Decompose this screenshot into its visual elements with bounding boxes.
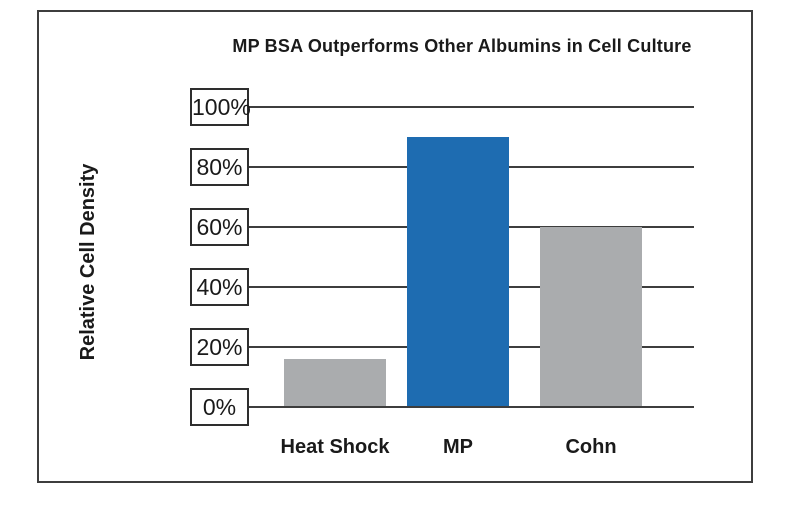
chart-frame: MP BSA Outperforms Other Albumins in Cel… bbox=[37, 10, 753, 483]
y-tick-box-80: 80% bbox=[190, 148, 249, 186]
gridline-100 bbox=[249, 106, 694, 108]
y-tick-box-60: 60% bbox=[190, 208, 249, 246]
y-axis-title: Relative Cell Density bbox=[77, 163, 99, 361]
x-axis-baseline bbox=[249, 406, 694, 408]
y-tick-box-100: 100% bbox=[190, 88, 251, 126]
y-tick-box-20: 20% bbox=[190, 328, 249, 366]
bar-cohn bbox=[540, 227, 642, 408]
y-tick-box-0: 0% bbox=[190, 388, 249, 426]
x-tick-label-cohn: Cohn bbox=[565, 436, 617, 458]
x-tick-label-mp: MP bbox=[443, 436, 473, 458]
bar-mp bbox=[407, 137, 509, 408]
y-tick-box-40: 40% bbox=[190, 268, 249, 306]
chart-title: MP BSA Outperforms Other Albumins in Cel… bbox=[232, 36, 692, 56]
bar-heat-shock bbox=[284, 359, 386, 408]
x-tick-label-heat-shock: Heat Shock bbox=[280, 436, 390, 458]
